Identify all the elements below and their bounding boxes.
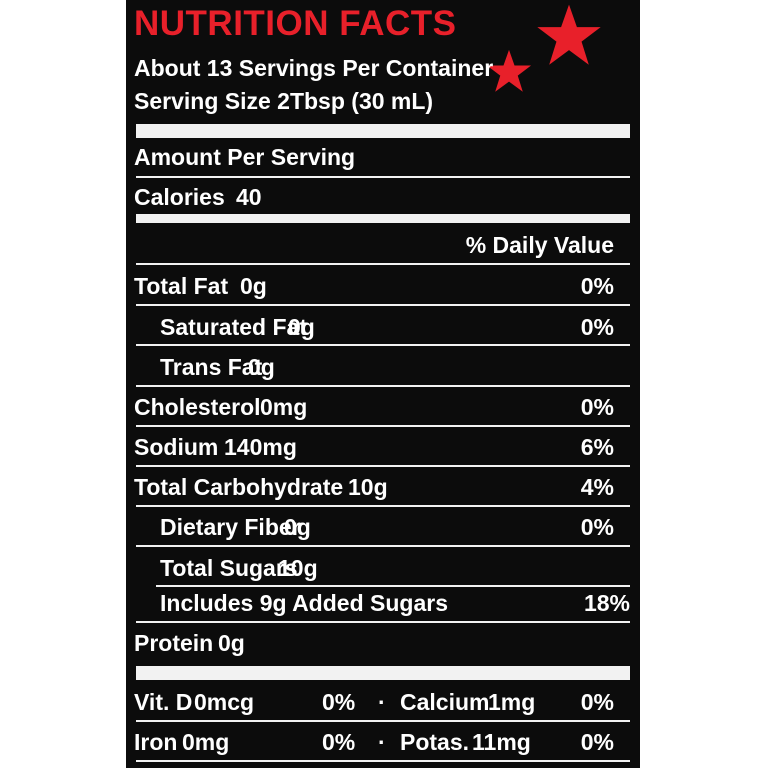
iron-amount: 0mg <box>182 729 230 755</box>
total-carbohydrate-dv: 4% <box>580 474 614 500</box>
vit-d-amount: 0mcg <box>194 689 255 715</box>
cholesterol-dv: 0% <box>580 394 614 420</box>
serving-size: Serving Size 2Tbsp (30 mL) <box>134 88 434 114</box>
trans-fat-label: Trans Fat <box>160 354 263 380</box>
calcium-amount: 1mg <box>488 689 536 715</box>
bullet: · <box>378 689 386 715</box>
total-fat-dv: 0% <box>580 273 614 299</box>
total-sugars-amount: 10g <box>278 555 318 581</box>
iron-dv: 0% <box>322 729 356 755</box>
sodium-label: Sodium <box>134 434 219 460</box>
nutrition-facts-panel: NUTRITION FACTS About 13 Servings Per Co… <box>126 0 640 768</box>
calories-value: 40 <box>236 184 262 210</box>
star-icon <box>486 49 532 92</box>
calcium-label: Calcium <box>400 689 490 715</box>
divider <box>136 505 630 507</box>
panel-title: NUTRITION FACTS <box>134 4 457 43</box>
protein-label: Protein <box>134 630 214 656</box>
total-carbohydrate-label: Total Carbohydrate <box>134 474 344 500</box>
servings-per-container: About 13 Servings Per Container <box>134 55 494 81</box>
total-fat-label: Total Fat <box>134 273 229 299</box>
divider <box>156 585 630 587</box>
divider <box>136 465 630 467</box>
sodium-dv: 6% <box>580 434 614 460</box>
dietary-fiber-label: Dietary Fiber <box>160 514 301 540</box>
vit-d-label: Vit. D <box>134 689 193 715</box>
total-sugars-label: Total Sugars <box>160 555 298 581</box>
trans-fat-amount: 0g <box>248 354 275 380</box>
calories-label: Calories <box>134 184 225 210</box>
added-sugars-dv: 18% <box>583 590 630 616</box>
divider <box>136 124 630 138</box>
saturated-fat-amount: 0g <box>288 314 315 340</box>
divider <box>136 666 630 680</box>
total-carbohydrate-amount: 10g <box>348 474 388 500</box>
protein-amount: 0g <box>218 630 245 656</box>
iron-label: Iron <box>134 729 178 755</box>
divider <box>136 760 630 762</box>
bullet: · <box>378 729 386 755</box>
potassium-dv: 0% <box>580 729 614 755</box>
divider <box>136 545 630 547</box>
vit-d-dv: 0% <box>322 689 356 715</box>
cholesterol-amount: 0mg <box>260 394 308 420</box>
divider <box>136 176 630 178</box>
amount-per-serving: Amount Per Serving <box>134 144 356 170</box>
divider <box>136 621 630 623</box>
sodium-amount: 140mg <box>224 434 297 460</box>
dietary-fiber-dv: 0% <box>580 514 614 540</box>
daily-value-header: % Daily Value <box>465 232 614 258</box>
saturated-fat-label: Saturated Fat <box>160 314 307 340</box>
added-sugars-label: Includes 9g Added Sugars <box>160 590 448 616</box>
divider <box>136 720 630 722</box>
calcium-dv: 0% <box>580 689 614 715</box>
total-fat-amount: 0g <box>240 273 267 299</box>
divider <box>136 425 630 427</box>
saturated-fat-dv: 0% <box>580 314 614 340</box>
star-icon <box>537 4 601 65</box>
divider <box>136 263 630 265</box>
potassium-amount: 11mg <box>472 729 531 755</box>
divider <box>136 385 630 387</box>
dietary-fiber-amount: 0g <box>284 514 311 540</box>
potassium-label: Potas. <box>400 729 470 755</box>
divider <box>136 344 630 346</box>
cholesterol-label: Cholesterol <box>134 394 261 420</box>
divider <box>136 214 630 223</box>
divider <box>136 304 630 306</box>
